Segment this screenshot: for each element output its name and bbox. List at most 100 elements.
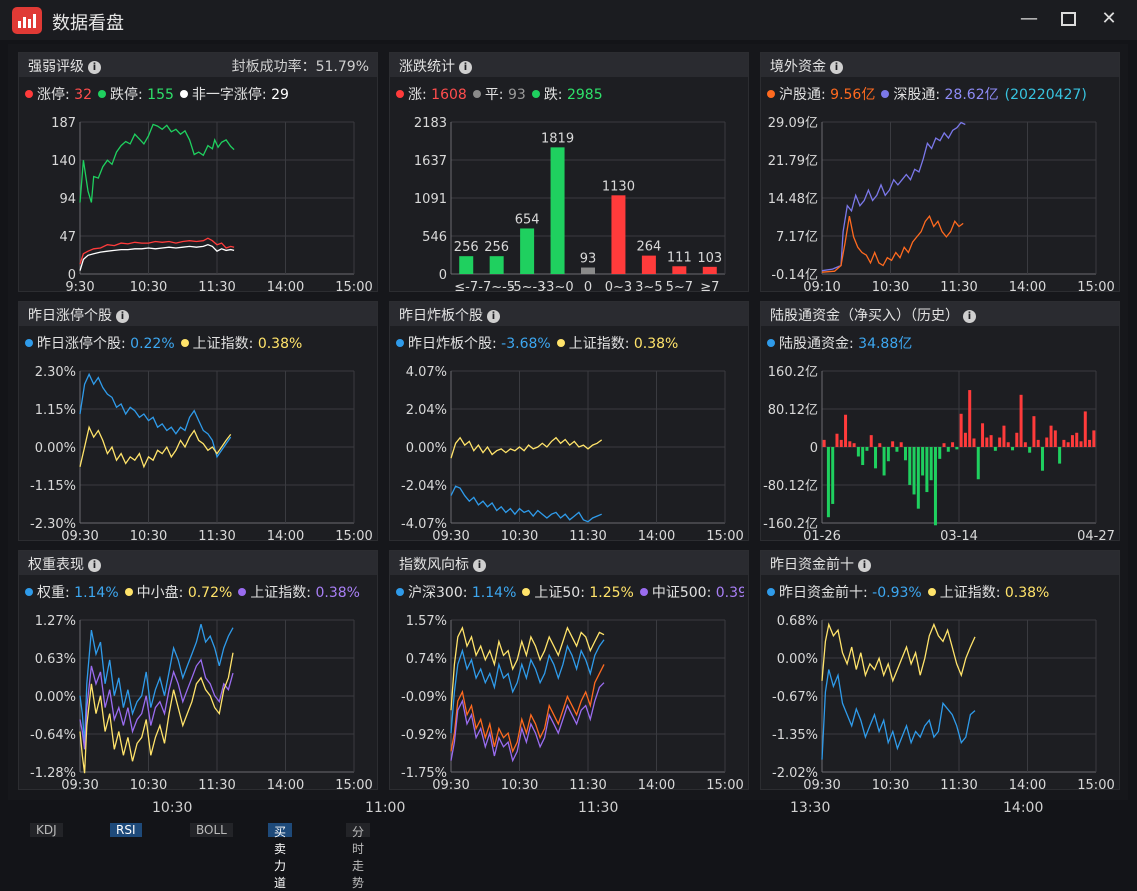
- bar: [611, 195, 626, 274]
- x-tick-label: 14:00: [267, 280, 304, 295]
- info-icon[interactable]: i: [88, 61, 101, 74]
- info-icon[interactable]: i: [459, 61, 472, 74]
- legend-dot-icon: [98, 90, 106, 98]
- bar: [1088, 439, 1092, 447]
- info-icon[interactable]: i: [487, 310, 500, 323]
- legend-dot-icon: [396, 588, 404, 596]
- x-tick-label: 15:00: [335, 778, 372, 793]
- legend-label: 跌停:: [110, 87, 148, 103]
- bar: [1058, 447, 1062, 464]
- bar-value-label: 256: [454, 240, 479, 255]
- x-tick-label: 09:30: [432, 529, 469, 544]
- panel-title-text: 指数风向标: [399, 557, 469, 573]
- info-icon[interactable]: i: [88, 559, 101, 572]
- legend-label: 上证指数:: [192, 336, 258, 352]
- x-tick-label: 9:30: [65, 280, 94, 295]
- legend-label: 涨:: [408, 87, 432, 103]
- legend-value: 2985: [566, 87, 603, 103]
- bar: [933, 447, 937, 526]
- panel-weight: 权重表现 i 权重: 1.14% 中小盘: 0.72% 上证指数: 0.38% 1.27%…: [18, 550, 378, 793]
- x-tick-label: 15:00: [1077, 778, 1114, 793]
- tab-kdj[interactable]: KDJ: [30, 823, 63, 837]
- x-tick-label: 14:00: [267, 778, 304, 793]
- info-icon[interactable]: i: [116, 310, 129, 323]
- x-tick-label: 09:30: [61, 778, 98, 793]
- panel-title-text: 境外资金: [770, 59, 826, 75]
- close-icon[interactable]: ✕: [1101, 8, 1117, 29]
- legend-label: 跌:: [543, 87, 567, 103]
- x-tick-label: 14:00: [267, 529, 304, 544]
- series-line-1: [79, 237, 235, 265]
- x-tick-label: 03-14: [940, 529, 978, 544]
- y-tick-label: -1.75%: [401, 766, 447, 781]
- x-tick-label: 0~3: [605, 280, 632, 295]
- y-tick-label: -2.04%: [401, 479, 447, 494]
- bar: [844, 414, 848, 447]
- bar: [672, 266, 687, 274]
- info-icon[interactable]: i: [963, 310, 976, 323]
- legend-dot-icon: [238, 588, 247, 596]
- minimize-icon[interactable]: —: [1020, 8, 1038, 29]
- y-tick-label: 0.00%: [35, 690, 76, 705]
- panel-title: 境外资金 i: [770, 56, 843, 76]
- legend-value: 93: [507, 87, 526, 103]
- tab-rsi[interactable]: RSI: [110, 823, 142, 837]
- tab-intraday[interactable]: 分时走势: [346, 823, 371, 890]
- tab-buy-sell-force[interactable]: 买卖力道: [268, 823, 293, 890]
- y-tick-label: 160.2亿: [768, 365, 818, 380]
- panel-title: 指数风向标 i: [399, 554, 486, 574]
- bar: [899, 442, 903, 447]
- legend-value: -3.68%: [501, 336, 551, 352]
- panel-title-text: 涨跌统计: [399, 59, 455, 75]
- bar: [1070, 435, 1074, 447]
- app-logo-icon: [12, 7, 42, 34]
- bar: [1006, 442, 1010, 447]
- info-icon[interactable]: i: [830, 61, 843, 74]
- x-tick-label: -3~0: [541, 280, 573, 295]
- bar: [550, 147, 565, 274]
- time-label: 14:00: [1003, 800, 1044, 816]
- legend-dot-icon: [180, 339, 189, 347]
- y-tick-label: 0.68%: [777, 614, 818, 629]
- legend-label: 陆股通资金:: [779, 336, 859, 352]
- series-line-0: [450, 485, 602, 523]
- time-axis-bar: 10:30 11:00 11:30 13:30 14:00: [0, 800, 1137, 833]
- legend-item: 跌: 2985: [531, 87, 603, 103]
- y-tick-label: 47: [59, 230, 76, 245]
- panel-header: 境外资金 i: [761, 53, 1119, 77]
- y-tick-label: -0.67%: [772, 690, 818, 705]
- x-tick-label: 11:30: [198, 529, 235, 544]
- y-tick-label: 94: [59, 192, 76, 207]
- bar: [891, 441, 895, 447]
- bar: [925, 447, 929, 493]
- series-line-0: [79, 372, 232, 459]
- chart-yest_broken: 4.07% 2.04% 0.00% -2.04% -4.07%09:30 10:30 11:…: [401, 365, 744, 544]
- legend-item: 昨日资金前十: -0.93%: [767, 585, 922, 601]
- bar: [1062, 439, 1066, 447]
- x-tick-label: 14:00: [1009, 778, 1046, 793]
- legend-value: 34.88亿: [858, 336, 913, 352]
- y-tick-label: -80.12亿: [763, 479, 818, 494]
- bar: [869, 435, 873, 447]
- bar: [581, 267, 595, 274]
- tab-boll[interactable]: BOLL: [190, 823, 233, 837]
- x-tick-label: 15:00: [706, 529, 743, 544]
- panel-title: 昨日资金前十 i: [770, 554, 871, 574]
- info-icon[interactable]: i: [858, 559, 871, 572]
- bar: [1066, 442, 1070, 447]
- y-tick-label: 0: [68, 268, 76, 283]
- bar: [955, 447, 959, 450]
- x-tick-label: 14:00: [1009, 280, 1046, 295]
- info-icon[interactable]: i: [473, 559, 486, 572]
- x-tick-label: 11:30: [569, 529, 606, 544]
- x-tick-label: 15:00: [335, 529, 372, 544]
- legend-dot-icon: [396, 339, 404, 347]
- bar: [1092, 430, 1096, 447]
- legend-value: 1.14%: [74, 585, 119, 601]
- legend-dot-icon: [396, 90, 404, 98]
- bar: [998, 437, 1002, 447]
- bar-value-label: 264: [636, 240, 661, 255]
- y-tick-label: -0.09%: [401, 690, 447, 705]
- bar: [852, 443, 856, 447]
- x-tick-label: 15:00: [706, 778, 743, 793]
